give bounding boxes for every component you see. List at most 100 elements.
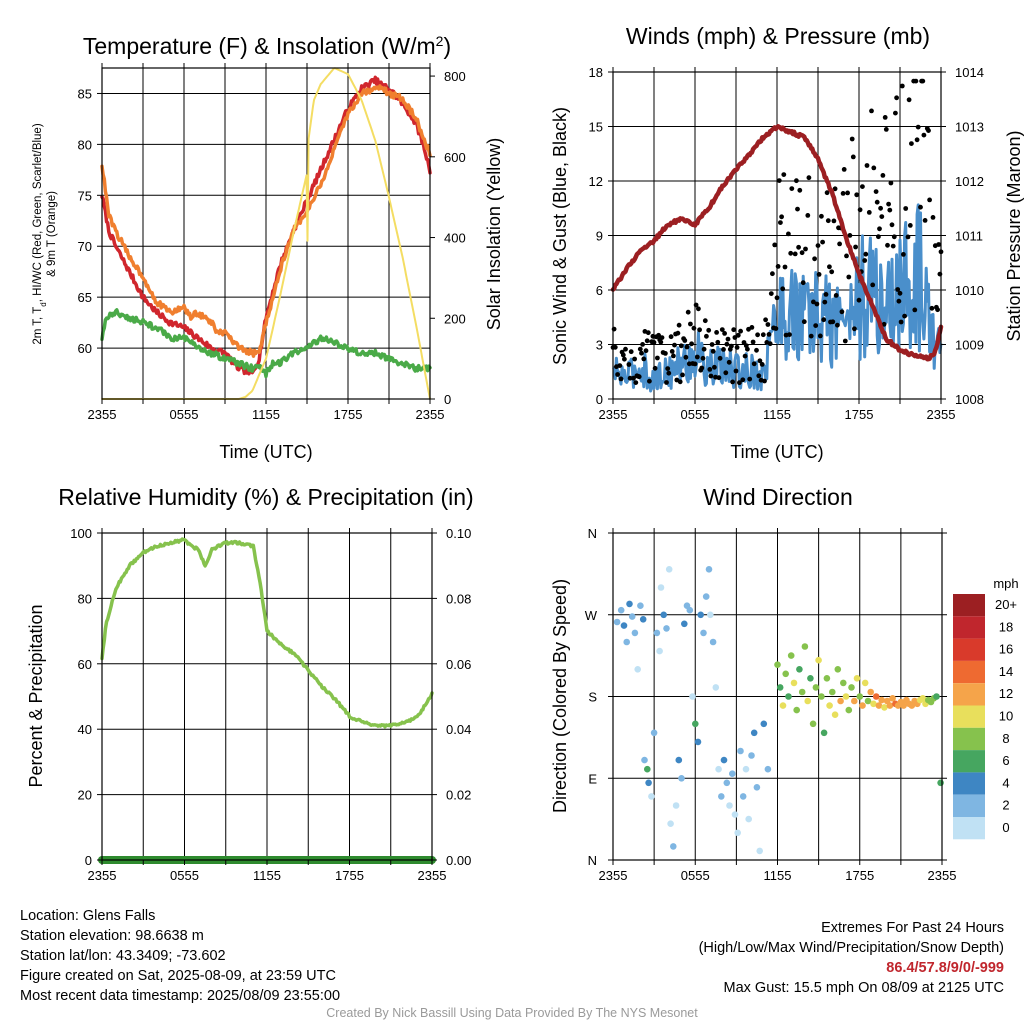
gust-point: [682, 338, 688, 343]
wind-direction-point: [782, 670, 789, 678]
gust-point: [683, 354, 689, 360]
y-right-tick-label: 1009: [955, 338, 984, 353]
gust-point: [888, 180, 894, 186]
gust-point: [692, 361, 698, 367]
gust-point: [889, 222, 895, 228]
gust-point: [704, 333, 709, 339]
winds-x-axis-label: Time (UTC): [730, 442, 823, 462]
gust-point: [891, 234, 897, 240]
gust-point: [745, 346, 750, 352]
gust-point: [914, 137, 920, 143]
gust-point: [678, 343, 684, 349]
wind-direction-point: [623, 638, 630, 646]
gust-point: [844, 253, 849, 259]
gust-point: [715, 339, 721, 345]
gust-point: [738, 328, 743, 334]
wind-direction-point: [864, 697, 872, 705]
gust-point: [856, 297, 862, 303]
gust-point: [636, 374, 642, 380]
wind-direction-point: [812, 684, 820, 691]
winds-right-axis-label: Station Pressure (Maroon): [1004, 130, 1024, 341]
gust-point: [840, 191, 846, 196]
gust-point: [869, 108, 874, 114]
wind-direction-point: [804, 697, 811, 705]
gust-point: [754, 347, 759, 353]
wind-direction-point: [617, 606, 625, 614]
humidity-grid: [102, 533, 432, 860]
gust-point: [781, 172, 787, 178]
gust-point: [906, 97, 912, 103]
winds-ticks: 2355 0555 1155 1755 235503691215181008100910…: [589, 65, 984, 422]
station-elevation: Station elevation: 98.6638 m: [20, 928, 204, 944]
gust-point: [832, 186, 838, 192]
wind-direction-point: [729, 770, 736, 777]
gust-point: [873, 189, 879, 195]
legend-title: mph: [993, 576, 1018, 591]
gust-point: [775, 264, 781, 269]
gust-point: [740, 377, 746, 383]
wind-direction-point: [820, 729, 828, 737]
legend-label: 20+: [995, 597, 1017, 612]
gust-point: [770, 271, 775, 277]
wind-direction-point: [790, 679, 798, 687]
temperature-9m-line: [100, 84, 432, 358]
gust-point: [709, 342, 715, 347]
wind-direction-point: [692, 720, 699, 728]
wind-direction-point: [731, 811, 739, 818]
gust-point: [879, 214, 885, 220]
gust-point: [658, 339, 664, 345]
gust-point: [780, 286, 786, 292]
wind-direction-point: [737, 747, 744, 755]
y-right-tick-label: 0.06: [446, 657, 471, 672]
gust-point: [817, 333, 823, 339]
gust-point: [732, 335, 738, 340]
wind-direction-point: [718, 793, 725, 800]
x-tick-label: 0555: [681, 407, 710, 422]
gust-point: [747, 376, 753, 382]
temperature-left-axis-label-line2: & 9m T (Orange): [46, 191, 58, 277]
gust-point: [708, 373, 714, 379]
y-tick-label: 100: [70, 526, 92, 541]
wind-direction-point: [639, 616, 647, 623]
gust-point: [676, 322, 682, 328]
y-tick-label: 6: [596, 283, 603, 298]
wind-direction-point: [787, 652, 795, 659]
legend-label: 0: [1002, 820, 1009, 835]
gust-point: [701, 346, 707, 352]
gust-point: [854, 192, 860, 198]
gust-point: [710, 348, 716, 354]
gust-point: [612, 344, 618, 350]
wind-direction-point: [620, 622, 628, 629]
x-tick-label: 2355: [416, 407, 445, 422]
y-right-tick-label: 1012: [955, 174, 984, 189]
winds-series: [610, 78, 944, 393]
gust-point: [773, 326, 779, 331]
gust-point: [887, 207, 893, 213]
wind-direction-point: [709, 638, 717, 646]
relative-humidity-line: [100, 537, 434, 729]
wind-direction-point: [886, 702, 894, 709]
humidity-ticks: 2355 0555 1155 1755 23550204060801000.000.02…: [70, 526, 471, 883]
gust-point: [896, 298, 902, 304]
station-latlon: Station lat/lon: 43.3409; -73.602: [20, 948, 226, 964]
wind-direction-point: [834, 666, 842, 673]
wind-direction-point: [837, 697, 844, 705]
legend-swatch: [953, 705, 985, 728]
gust-point: [640, 342, 645, 347]
gust-point: [909, 141, 914, 147]
gust-point: [717, 355, 723, 361]
winds-grid: [613, 72, 941, 399]
y-right-tick-label: 1011: [955, 229, 983, 244]
gust-point: [882, 115, 888, 120]
y-right-tick-label: 800: [444, 69, 466, 84]
gust-point: [651, 340, 657, 345]
extremes-values: 86.4/57.8/9/0/-999: [886, 960, 1004, 976]
gust-point: [620, 352, 626, 358]
title-superscript: 2: [436, 33, 444, 49]
gust-point: [700, 355, 706, 361]
gust-point: [647, 378, 652, 384]
temperature-panel: Temperature (F) & Insolation (W/m2) 2355…: [32, 33, 504, 462]
gust-point: [641, 356, 647, 362]
wind-direction-point: [734, 829, 741, 837]
dewpoint-line: [100, 308, 432, 379]
